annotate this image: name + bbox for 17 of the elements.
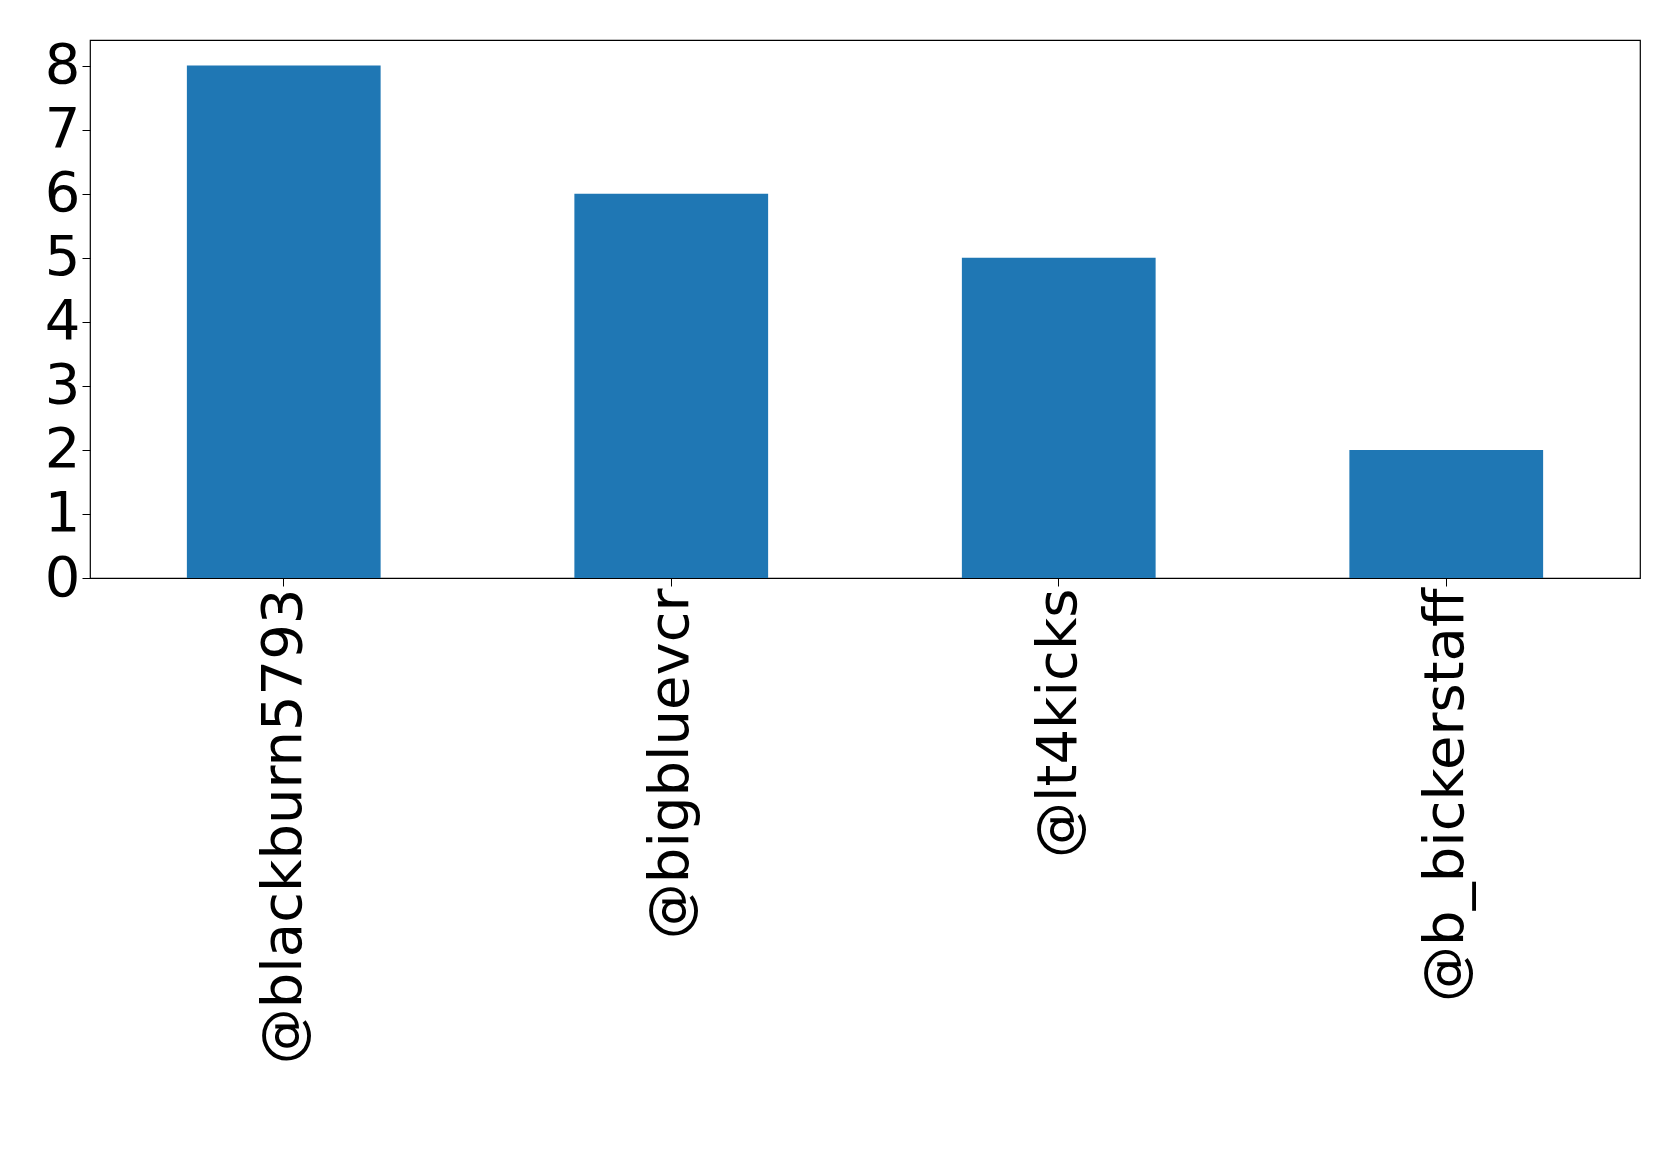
y-tick-label: 1 bbox=[44, 479, 81, 545]
y-tick-label: 7 bbox=[44, 95, 81, 161]
y-tick-label: 3 bbox=[44, 351, 81, 417]
y-tick-label: 4 bbox=[44, 287, 81, 353]
bar bbox=[961, 257, 1156, 578]
x-tick-label: @bigbluevcr bbox=[636, 587, 702, 940]
x-tick-label: @blackburn5793 bbox=[248, 588, 314, 1065]
x-tick-label: @b_bickerstaff bbox=[1411, 587, 1477, 1002]
y-tick-label: 0 bbox=[44, 543, 81, 609]
y-tick-label: 5 bbox=[44, 223, 81, 289]
bar bbox=[574, 193, 769, 578]
y-tick-label: 8 bbox=[44, 31, 81, 97]
x-tick-label: @lt4kicks bbox=[1023, 588, 1089, 859]
y-tick-label: 6 bbox=[44, 159, 81, 225]
y-tick-label: 2 bbox=[44, 415, 81, 481]
bar bbox=[1349, 449, 1544, 578]
bar bbox=[186, 65, 381, 578]
